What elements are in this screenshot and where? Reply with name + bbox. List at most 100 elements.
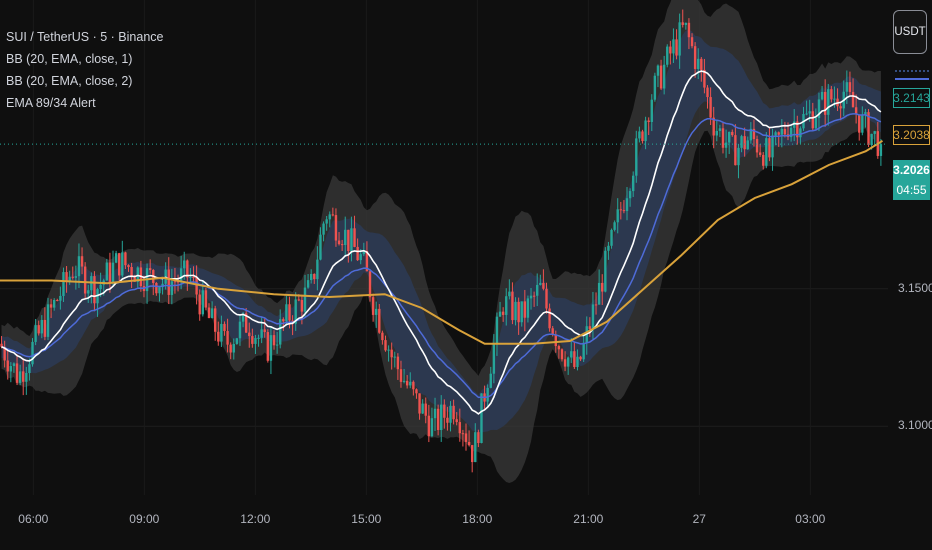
candle-body [823,91,827,115]
candle-body [207,307,211,319]
candle-body [697,58,700,69]
candle-body [647,120,650,123]
candle-body [573,351,576,367]
bar-countdown-label: 04:55 [893,180,930,200]
candle-body [28,364,31,373]
candle-body [74,276,78,278]
candle-body [653,75,657,100]
candle-body [71,276,74,278]
candle-body [610,229,613,246]
currency-button[interactable]: USDT [893,10,927,54]
bb-inner-band [1,29,881,433]
candle-body [223,323,226,332]
candle-body [443,404,446,418]
legend-bb1[interactable]: BB (20, EMA, close, 1) [6,52,133,66]
candle-body [712,117,715,136]
chart-legend: SUI / TetherUS · 5 · Binance BB (20, EMA… [6,26,163,114]
legend-ema[interactable]: EMA 89/34 Alert [6,96,96,110]
candle-body [582,342,585,360]
candle-body [399,369,403,382]
candle-body [638,131,641,139]
candle-body [331,214,335,216]
candle-body [616,209,619,223]
candle-body [337,240,341,245]
candle-body [269,335,273,361]
candle-body [183,260,186,269]
candle-body [424,403,427,416]
candle-body [347,229,350,252]
candle-body [628,191,632,199]
candle-body [251,336,254,344]
candle-body [328,214,331,220]
candle-body [557,346,561,350]
candle-body [879,144,883,156]
time-tick-label: 06:00 [18,512,49,526]
candle-body [477,432,480,444]
candle-body [827,89,830,115]
candle-body [820,91,824,100]
candle-body [700,58,703,70]
candle-body [631,175,635,192]
candle-body [446,417,449,423]
candle-body [635,138,638,176]
candle-body [539,282,542,285]
legend-bb2[interactable]: BB (20, EMA, close, 2) [6,74,133,88]
candle-body [870,133,873,145]
candle-body [489,373,492,388]
candle-body [111,262,115,284]
candle-body [170,281,174,295]
candle-body [275,344,279,346]
candle-body [514,301,517,321]
candle-body [421,403,424,414]
candle-body [662,64,666,89]
candle-body [687,22,691,38]
candle-body [213,308,217,332]
candle-body [452,405,455,420]
candle-body [498,311,502,317]
candle-body [272,335,276,346]
legend-symbol[interactable]: SUI / TetherUS · 5 · Binance [6,30,164,44]
candle-body [758,152,762,155]
price-tick-label: 3.1500 [898,280,932,295]
candle-body [833,98,836,100]
candle-body [9,366,13,372]
candle-body [622,210,626,212]
candle-body [774,132,777,136]
candle-body [381,332,384,341]
candle-body [257,337,260,339]
candle-body [743,136,746,150]
candle-body [641,131,644,142]
candle-body [384,340,387,351]
candle-body [675,39,678,56]
candle-body [780,129,784,135]
candle-body [238,321,242,339]
candle-body [80,256,84,267]
candle-body [433,408,437,419]
candle-body [87,290,90,294]
candle-body [755,139,759,153]
candle-body [254,338,257,344]
candle-body [65,272,68,282]
candle-body [353,228,356,247]
candle-body [789,127,793,138]
candle-body [108,262,112,284]
candle-body [693,46,697,69]
candle-body [124,252,127,266]
candle-body [148,268,152,271]
candle-body [551,328,554,335]
candle-body [576,356,579,367]
candle-body [83,266,87,294]
ema34-line [1,113,882,399]
candle-body [210,308,214,319]
last-price-label: 3.2026 [893,160,930,180]
candle-body [297,299,300,301]
candle-body [731,131,734,136]
candle-body [167,269,170,295]
time-tick-label: 03:00 [795,512,826,526]
candle-body [613,222,616,230]
ema89-price-label: 3.2038 [893,125,930,145]
candle-body [672,39,675,54]
candle-body [508,291,511,297]
candle-body [12,363,16,367]
